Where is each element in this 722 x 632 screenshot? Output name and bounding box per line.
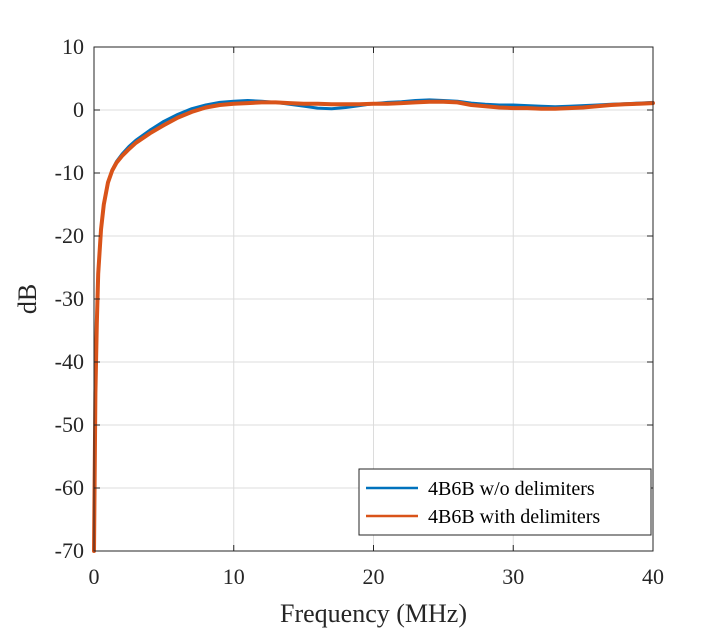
x-tick-label: 40 (642, 564, 664, 589)
y-tick-label: 10 (62, 34, 84, 59)
y-axis-label: dB (13, 284, 42, 314)
y-tick-label: 0 (73, 97, 84, 122)
legend: 4B6B w/o delimiters 4B6B with delimiters (358, 468, 652, 536)
series-layer (92, 98, 655, 553)
x-tick-label: 20 (363, 564, 385, 589)
legend-box (358, 468, 652, 536)
y-tick-label: -60 (55, 475, 84, 500)
legend-label-series-1: 4B6B w/o delimiters (428, 478, 595, 500)
series-line-2 (92, 99, 655, 553)
y-tick-label: -50 (55, 412, 84, 437)
x-tick-label: 10 (223, 564, 245, 589)
ticks: 0 10 20 30 40 10 0 -10 -20 -30 -40 -50 -60 -70 (55, 34, 664, 589)
y-tick-label: -10 (55, 160, 84, 185)
x-tick-label: 0 (89, 564, 100, 589)
x-tick-label: 30 (502, 564, 524, 589)
legend-label-series-2: 4B6B with delimiters (428, 506, 600, 528)
y-tick-label: -20 (55, 223, 84, 248)
y-tick-label: -70 (55, 538, 84, 563)
x-axis-label: Frequency (MHz) (280, 599, 467, 628)
y-tick-label: -40 (55, 349, 84, 374)
y-tick-label: -30 (55, 286, 84, 311)
